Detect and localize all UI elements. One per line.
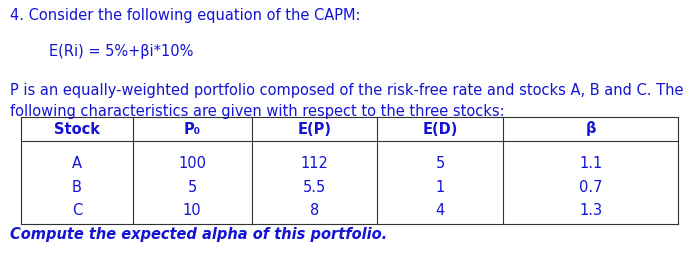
Text: P is an equally-weighted portfolio composed of the risk-free rate and stocks A, : P is an equally-weighted portfolio compo…: [10, 83, 684, 98]
Text: B: B: [72, 180, 82, 195]
Text: 5: 5: [187, 180, 197, 195]
Text: Stock: Stock: [54, 122, 100, 136]
Text: 10: 10: [183, 203, 201, 218]
Text: A: A: [72, 156, 82, 171]
Text: Compute the expected alpha of this portfolio.: Compute the expected alpha of this portf…: [10, 227, 388, 242]
Text: P₀: P₀: [184, 122, 201, 136]
Text: following characteristics are given with respect to the three stocks:: following characteristics are given with…: [10, 104, 505, 119]
Text: 0.7: 0.7: [579, 180, 603, 195]
Text: 100: 100: [178, 156, 206, 171]
Text: β: β: [585, 122, 596, 136]
Text: 1: 1: [435, 180, 445, 195]
Text: 4: 4: [435, 203, 445, 218]
Text: 5.5: 5.5: [303, 180, 326, 195]
Text: 1.3: 1.3: [579, 203, 603, 218]
Text: E(Ri) = 5%+βi*10%: E(Ri) = 5%+βi*10%: [49, 44, 194, 59]
Text: 112: 112: [301, 156, 329, 171]
Text: 5: 5: [435, 156, 445, 171]
Text: E(P): E(P): [298, 122, 331, 136]
Text: 8: 8: [310, 203, 319, 218]
Text: C: C: [72, 203, 82, 218]
Text: 4. Consider the following equation of the CAPM:: 4. Consider the following equation of th…: [10, 8, 361, 23]
Text: 1.1: 1.1: [579, 156, 603, 171]
Text: E(D): E(D): [423, 122, 458, 136]
